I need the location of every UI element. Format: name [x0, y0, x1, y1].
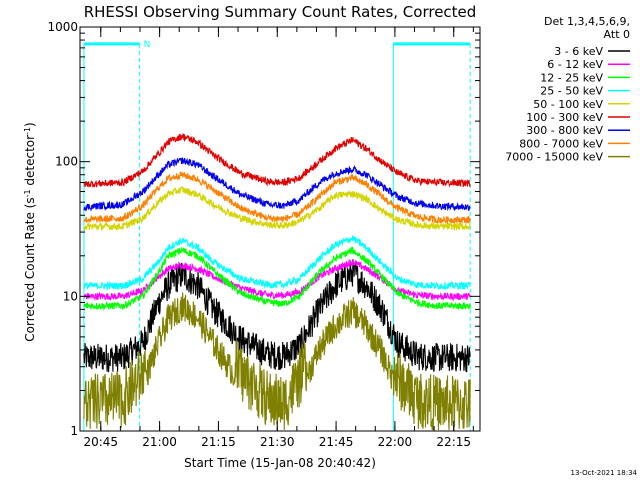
- series-line: [83, 246, 471, 312]
- legend-label: 50 - 100 keV: [533, 98, 603, 111]
- plot-frame: [79, 26, 481, 432]
- legend-label: 12 - 25 keV: [540, 71, 603, 84]
- series-line: [83, 133, 471, 188]
- x-tick-label: 21:00: [142, 435, 177, 449]
- legend-label: 300 - 800 keV: [526, 124, 603, 137]
- legend-label: 800 - 7000 keV: [519, 137, 603, 150]
- legend-label: 7000 - 15000 keV: [505, 151, 603, 164]
- legend-label: 3 - 6 keV: [554, 45, 603, 58]
- y-tick-label: 10: [63, 289, 78, 303]
- series-line: [83, 185, 471, 232]
- series-group: [83, 133, 471, 431]
- x-tick-label: 21:15: [201, 435, 236, 449]
- y-tick-label: 1: [70, 424, 78, 438]
- x-tick-label: 21:45: [319, 435, 354, 449]
- x-tick-label: 22:15: [436, 435, 471, 449]
- chart-title: RHESSI Observing Summary Count Rates, Co…: [84, 3, 477, 21]
- y-tick-label: 100: [55, 155, 78, 169]
- legend-label: 100 - 300 keV: [526, 111, 603, 124]
- x-axis-ticks: 20:45 21:00 21:15 21:30 21:45 22:00 22:15: [83, 27, 474, 449]
- y-axis-ticks: 1 10 100 1000: [47, 20, 480, 438]
- x-tick-label: 21:30: [260, 435, 295, 449]
- series-line: [83, 156, 471, 212]
- legend-header-line-2: Att 0: [604, 28, 630, 41]
- x-axis-label: Start Time (15-Jan-08 20:40:42): [184, 456, 376, 470]
- y-axis-label: Corrected Count Rate (s-1 detector-1): [23, 122, 37, 341]
- generation-timestamp: 13-Oct-2021 18:34: [571, 469, 638, 477]
- series-line: [83, 235, 471, 291]
- legend-label: 6 - 12 keV: [547, 58, 603, 71]
- series-line: [83, 259, 471, 373]
- series-line: [83, 171, 471, 225]
- x-tick-label: 20:45: [83, 435, 118, 449]
- night-marker: N: [144, 40, 151, 50]
- x-tick-label: 22:00: [378, 435, 413, 449]
- y-tick-label: 1000: [47, 20, 78, 34]
- legend-header-line-1: Det 1,3,4,5,6,9,: [544, 15, 630, 28]
- legend-label: 25 - 50 keV: [540, 85, 603, 98]
